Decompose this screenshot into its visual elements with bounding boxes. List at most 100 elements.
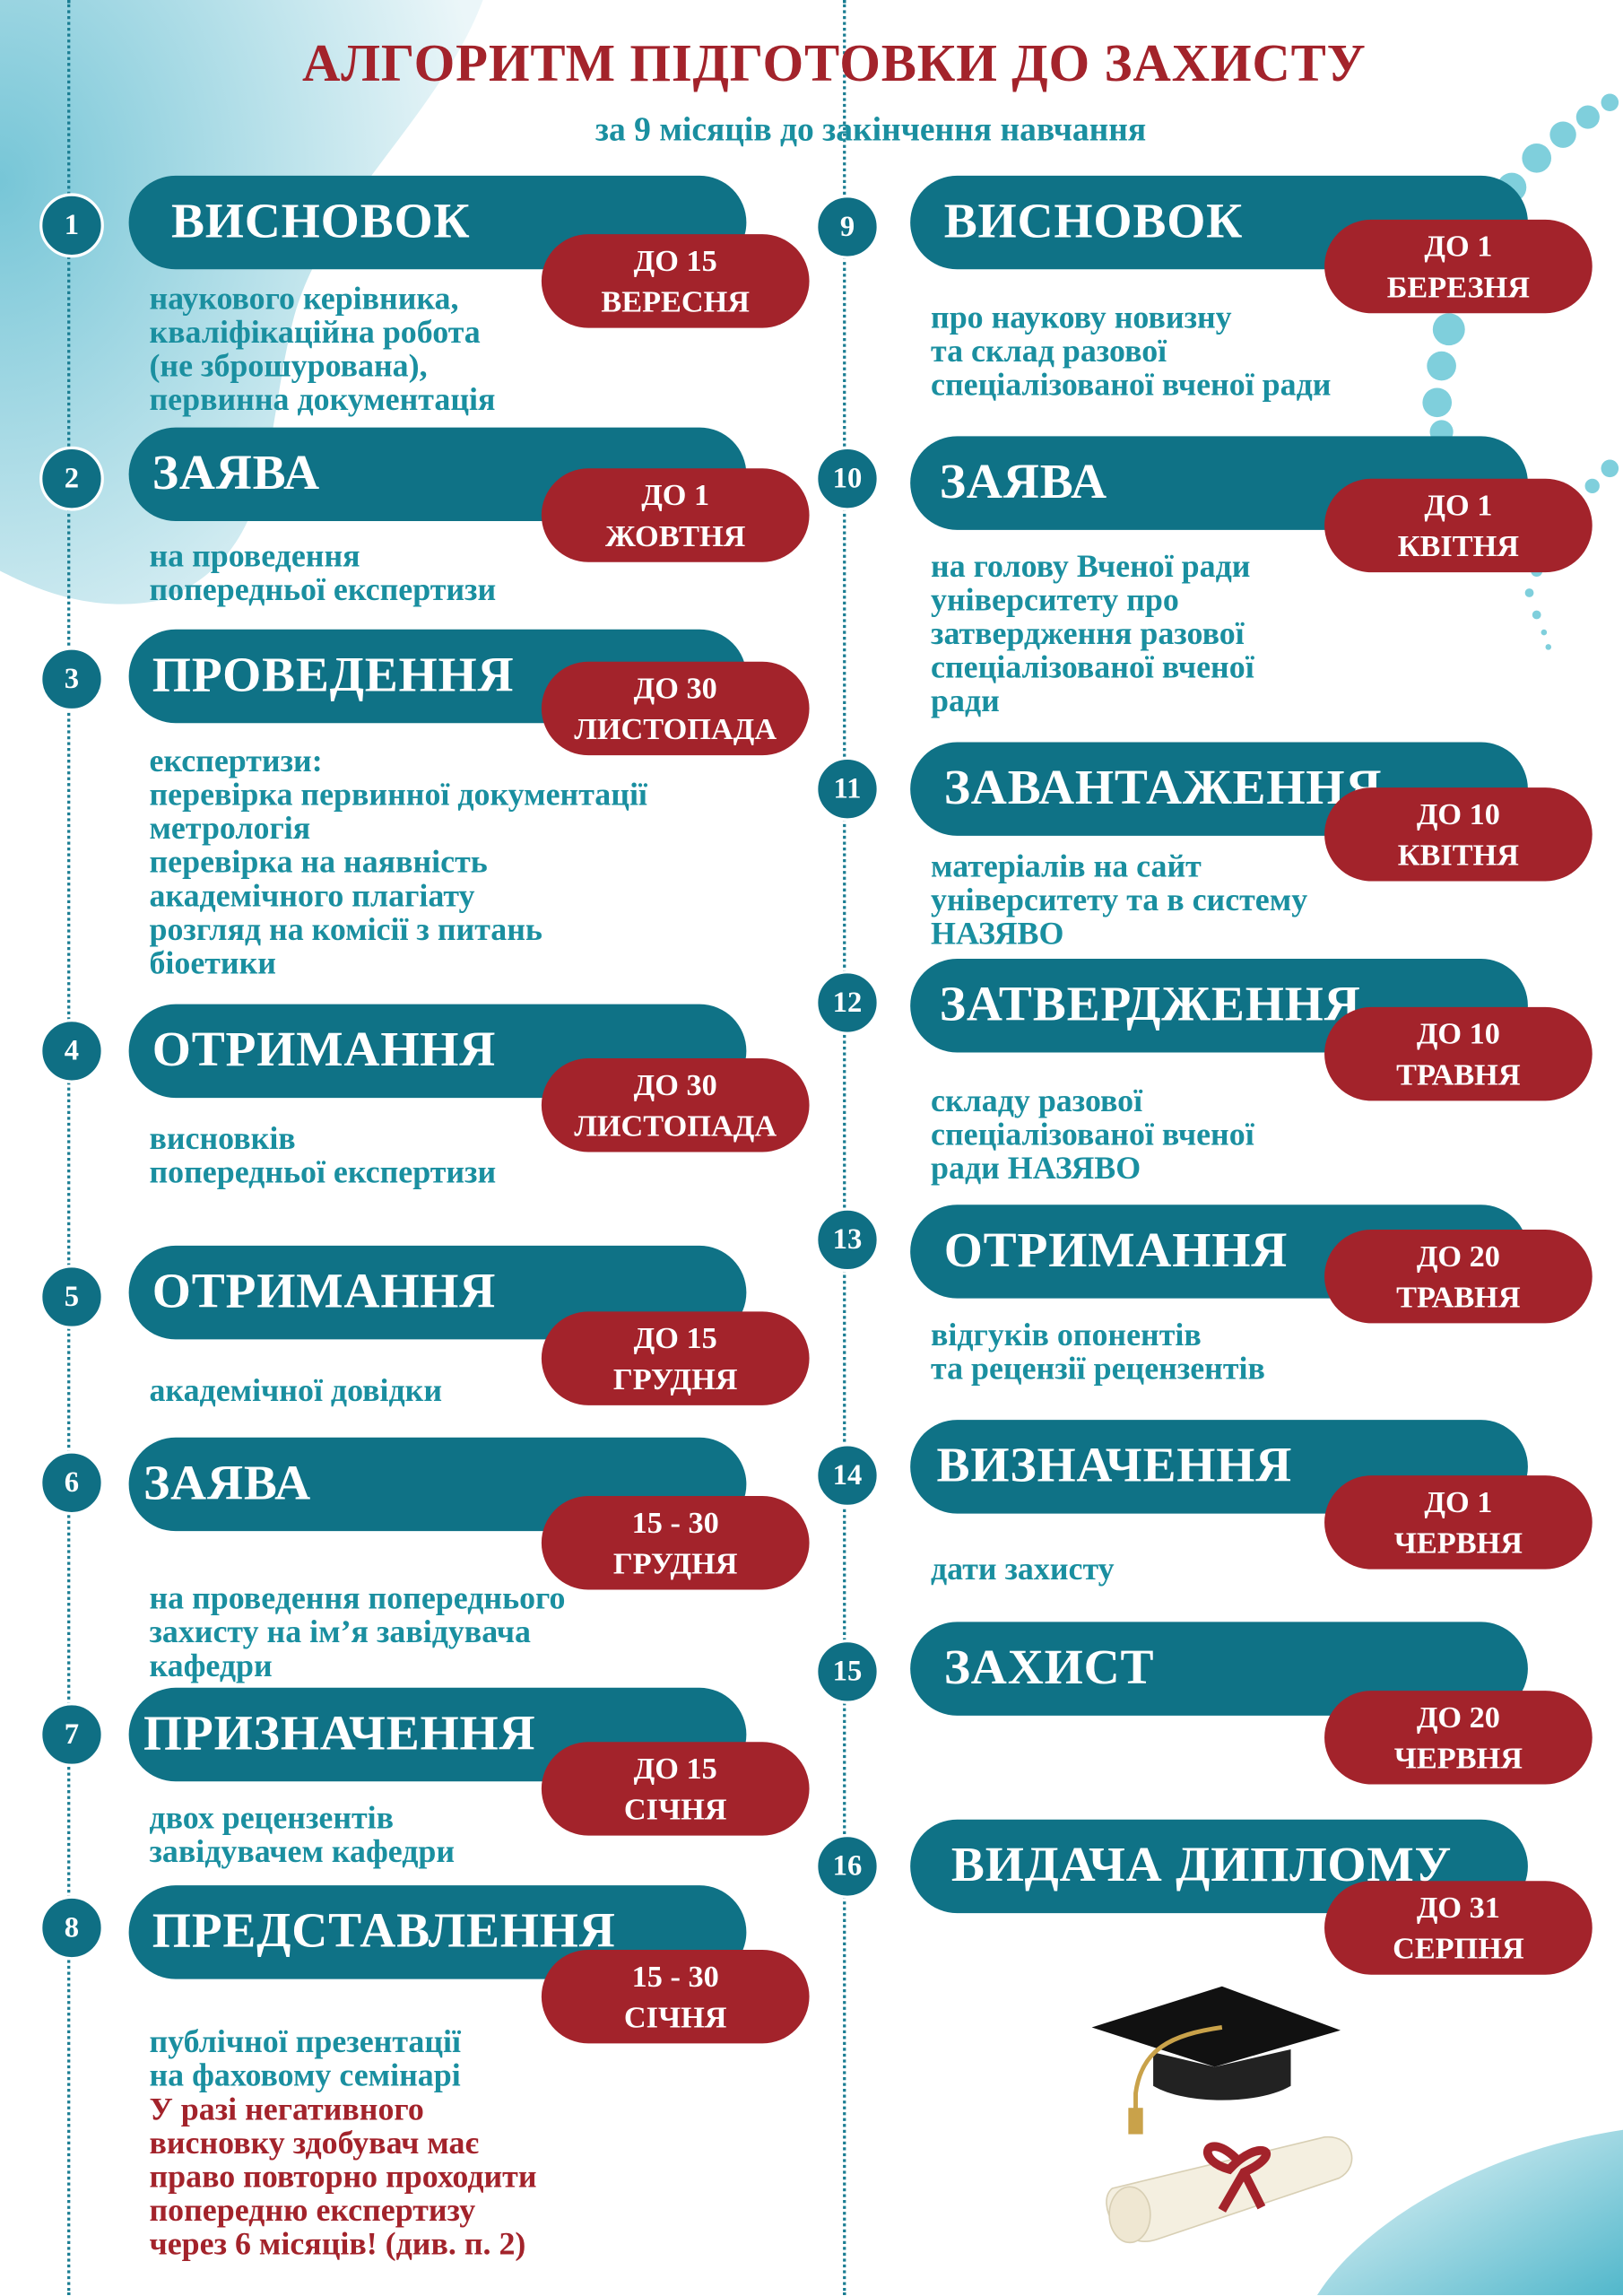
- description-line: попередньої експертизи: [149, 1153, 497, 1190]
- deadline-line: ГРУДНЯ: [612, 1361, 738, 1397]
- description-line: та рецензії рецензентів: [931, 1349, 1265, 1387]
- deadline-badge: ДО 30 ЛИСТОПАДА: [541, 1058, 810, 1152]
- step-heading: ВИСНОВОК: [943, 195, 1244, 249]
- step-description: відгуків опонентів та рецензії рецензенті…: [931, 1318, 1265, 1385]
- description-line: первинна документація: [149, 380, 496, 418]
- description-line: університету та в систему: [931, 881, 1308, 918]
- step-description: наукового керівника, кваліфікаційна робот…: [149, 281, 495, 415]
- description-line: дати захисту: [931, 1550, 1115, 1587]
- description-line: публічної презентації: [149, 2022, 461, 2060]
- deadline-line: СЕРПНЯ: [1393, 1930, 1524, 1966]
- step-description: експертизи: перевірка первинної документа…: [149, 744, 647, 979]
- description-line: матеріалів на сайт: [931, 847, 1202, 884]
- step-description: публічної презентації на фаховому семінар…: [149, 2024, 536, 2260]
- step-description: висновків попередньої експертизи: [149, 1121, 496, 1188]
- description-line: затвердження разової: [931, 614, 1245, 652]
- deadline-badge: ДО 15 СІЧНЯ: [541, 1742, 810, 1836]
- deadline-line: ДО 1: [1424, 228, 1493, 264]
- deadline-line: ДО 30: [633, 1066, 717, 1102]
- step-number: 7: [39, 1702, 104, 1767]
- step-description: на проведення попередньої експертизи: [149, 539, 496, 606]
- step-number: 13: [815, 1207, 880, 1273]
- deadline-line: 15 - 30: [631, 1504, 719, 1540]
- graduation-cap: [1091, 1986, 1341, 2135]
- deadline-line: БЕРЕЗНЯ: [1386, 269, 1531, 305]
- deadline-line: ВЕРЕСНЯ: [601, 283, 751, 319]
- description-line: про наукову новизну: [931, 298, 1232, 335]
- step-heading: ВИЗНАЧЕННЯ: [936, 1439, 1293, 1493]
- deadline-line: ДО 10: [1416, 1015, 1500, 1051]
- description-line: метрологія: [149, 809, 311, 847]
- deadline-badge: ДО 1 КВІТНЯ: [1324, 478, 1593, 573]
- description-line: академічної довідки: [149, 1371, 443, 1409]
- subtitle: за 9 місяців до закінчення навчання: [595, 111, 1147, 148]
- description-line: наукового керівника,: [149, 279, 459, 317]
- deadline-badge: 15 - 30 ГРУДНЯ: [541, 1496, 810, 1590]
- deadline-line: КВІТНЯ: [1397, 528, 1520, 564]
- description-line: відгуків опонентів: [931, 1316, 1202, 1353]
- step-heading: ЗАЯВА: [143, 1456, 312, 1511]
- step-number: 5: [39, 1265, 104, 1329]
- deadline-line: СІЧНЯ: [623, 1791, 727, 1827]
- step-number: 3: [39, 647, 104, 712]
- description-line: НАЗЯВО: [931, 915, 1064, 952]
- deadline-badge: ДО 15 ВЕРЕСНЯ: [541, 234, 810, 328]
- deadline-badge: ДО 20 ЧЕРВНЯ: [1324, 1691, 1593, 1785]
- step-number: 16: [815, 1834, 880, 1899]
- deadline-line: ДО 15: [633, 1750, 717, 1787]
- timeline: [843, 0, 846, 2296]
- deadline-line: СІЧНЯ: [623, 1999, 727, 2035]
- step-heading: ОТРИМАННЯ: [943, 1223, 1289, 1278]
- deadline-line: 15 - 30: [631, 1958, 719, 1994]
- warning-line: право повторно проходити: [149, 2157, 537, 2195]
- deadline-line: ТРАВНЯ: [1396, 1057, 1521, 1092]
- description-line: перевірка первинної документації: [149, 776, 647, 813]
- deadline-line: ДО 30: [633, 670, 717, 706]
- deadline-badge: ДО 31 СЕРПНЯ: [1324, 1881, 1593, 1975]
- step-number: 10: [815, 446, 880, 511]
- deadline-line: ДО 20: [1416, 1699, 1500, 1735]
- step-number: 15: [815, 1639, 880, 1704]
- deadline-line: ДО 1: [1424, 487, 1493, 523]
- step-heading: ПРИЗНАЧЕННЯ: [143, 1707, 536, 1761]
- step-number: 4: [39, 1018, 104, 1083]
- step-description: академічної довідки: [149, 1373, 442, 1407]
- step-description: на голову Вченої ради університету про зат…: [931, 549, 1254, 718]
- step-heading: ПРЕДСТАВЛЕННЯ: [152, 1904, 616, 1959]
- diploma-scroll: [1106, 2136, 1353, 2244]
- step-heading: ОТРИМАННЯ: [152, 1022, 497, 1078]
- step-description: дати захисту: [931, 1552, 1115, 1586]
- description-line: на голову Вченої ради: [931, 547, 1251, 585]
- timeline: [67, 0, 71, 2296]
- step-number: 1: [39, 193, 104, 258]
- description-line: перевірка на наявність: [149, 843, 488, 880]
- description-line: академічного плагіату: [149, 876, 475, 914]
- step-description: матеріалів на сайт університету та в сист…: [931, 849, 1307, 951]
- warning-line: через 6 місяців! (див. п. 2): [149, 2224, 526, 2262]
- deadline-badge: ДО 15 ГРУДНЯ: [541, 1311, 810, 1405]
- deadline-line: КВІТНЯ: [1397, 837, 1520, 873]
- warning-line: попередню експертизу: [149, 2191, 476, 2229]
- step-number: 14: [815, 1443, 880, 1509]
- step-heading: ЗАЯВА: [939, 455, 1107, 509]
- deadline-line: ДО 15: [633, 1320, 717, 1356]
- description-line: на проведення: [149, 536, 360, 574]
- step-heading: ПРОВЕДЕННЯ: [152, 648, 515, 703]
- deadline-line: ЛИСТОПАДА: [574, 711, 777, 747]
- step-description: складу разової спеціалізованої вченої ради…: [931, 1083, 1254, 1185]
- description-line: спеціалізованої вченої: [931, 1115, 1254, 1152]
- step-number: 11: [815, 756, 880, 822]
- description-line: складу разової: [931, 1082, 1143, 1118]
- description-line: кафедри: [149, 1647, 273, 1683]
- deadline-line: ТРАВНЯ: [1396, 1279, 1521, 1315]
- deadline-line: ДО 10: [1416, 796, 1500, 832]
- description-line: на проведення попереднього: [149, 1579, 566, 1616]
- warning-line: висновку здобувач має: [149, 2124, 480, 2161]
- step-number: 8: [39, 1895, 104, 1961]
- step-number: 6: [39, 1450, 104, 1516]
- step-description: на проведення попереднього захисту на ім’…: [149, 1581, 565, 1683]
- deadline-badge: ДО 1 БЕРЕЗНЯ: [1324, 219, 1593, 314]
- deadline-badge: ДО 20 ТРАВНЯ: [1324, 1229, 1593, 1324]
